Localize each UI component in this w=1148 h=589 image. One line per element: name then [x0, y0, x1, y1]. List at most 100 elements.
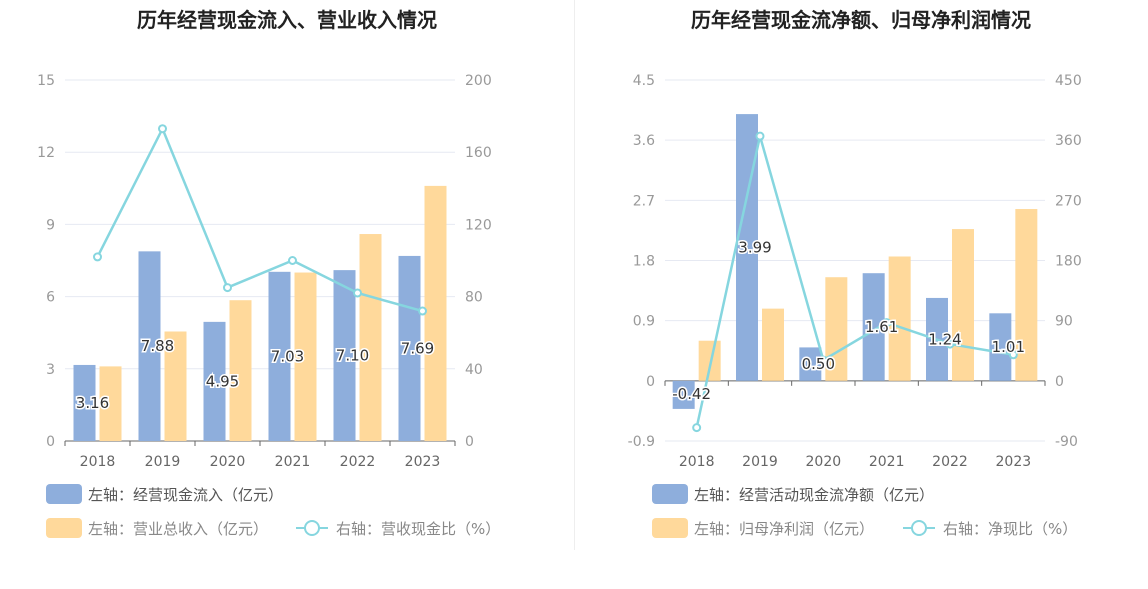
ratio-point — [882, 318, 892, 328]
right-axis-tick-label: 160 — [465, 145, 492, 161]
legend-label: 右轴：净现比（%） — [943, 520, 1077, 538]
right-axis-tick-label: 40 — [465, 362, 483, 378]
ratio-point — [945, 339, 955, 349]
x-axis-tick-label: 2021 — [869, 454, 905, 470]
x-axis-tick-label: 2021 — [275, 454, 311, 470]
left-axis-tick-label: 0 — [46, 434, 55, 450]
x-axis-tick-label: 2019 — [742, 454, 778, 470]
bar-primary — [268, 271, 291, 441]
ratio-point — [353, 288, 362, 298]
legend-label: 左轴：营业总收入（亿元） — [88, 520, 268, 538]
bar-primary — [736, 114, 758, 381]
chart-cash-inflow-revenue: 0 0 3 40 6 80 9 120 12 160 15 200 2018 2019 2020 2021 20… — [37, 73, 500, 538]
bar-secondary — [359, 234, 382, 441]
chart-net-cash-net-profit: -0.9 -90 0 0 0.9 90 1.8 180 2.7 270 3.6 360 4.5 450 20… — [628, 73, 1082, 538]
legend-line-marker — [304, 520, 320, 536]
bar-secondary — [888, 256, 911, 381]
bar-primary — [73, 364, 96, 441]
bar-data-label: 1.01 — [992, 338, 1025, 356]
ratio-point — [818, 355, 828, 365]
bar-secondary — [164, 331, 187, 441]
left-axis-tick-label: 3 — [46, 362, 55, 378]
ratio-point — [288, 256, 297, 265]
left-axis-tick-label: 12 — [37, 145, 55, 161]
left-axis-tick-label: 9 — [46, 217, 55, 233]
legend-label: 右轴：营收现金比（%） — [336, 520, 500, 538]
bar-data-label: -0.42 — [672, 385, 711, 403]
bar-secondary — [1015, 209, 1038, 381]
right-axis-tick-label: 200 — [465, 73, 492, 89]
legend-label: 左轴：归母净利润（亿元） — [694, 520, 874, 538]
ratio-point — [158, 124, 167, 134]
legend-swatch — [652, 484, 688, 504]
right-axis-tick-label: 0 — [1055, 374, 1064, 390]
ratio-point — [755, 131, 765, 141]
x-axis-tick-label: 2018 — [679, 454, 715, 470]
bar-primary — [862, 273, 885, 381]
x-axis-tick-label: 2023 — [996, 454, 1032, 470]
bar-data-label: 0.50 — [802, 355, 835, 373]
chart-title: 历年经营现金流净额、归母净利润情况 — [691, 8, 1031, 32]
bar-primary — [138, 251, 161, 441]
left-axis-tick-label: 0.9 — [633, 314, 655, 330]
bar-secondary — [698, 340, 721, 381]
right-axis-tick-label: 360 — [1055, 133, 1082, 149]
left-axis-tick-label: 1.8 — [633, 254, 655, 270]
bar-data-label: 3.16 — [76, 394, 109, 412]
bar-secondary — [294, 272, 317, 441]
legend-swatch — [46, 484, 82, 504]
bar-data-label: 7.03 — [271, 347, 304, 365]
bar-data-label: 1.24 — [928, 330, 961, 348]
bar-data-label: 3.99 — [738, 238, 771, 256]
bar-primary — [672, 380, 695, 409]
legend-swatch — [652, 518, 688, 538]
x-axis-tick-label: 2019 — [145, 454, 181, 470]
x-axis-tick-label: 2020 — [210, 454, 246, 470]
bar-primary — [333, 270, 356, 441]
bar-data-label: 7.69 — [401, 339, 434, 357]
right-axis-tick-label: 80 — [465, 290, 483, 306]
bar-primary — [989, 313, 1012, 381]
bar-primary — [398, 255, 421, 441]
ratio-point — [692, 423, 702, 433]
ratio-line — [96, 125, 423, 313]
chart-title: 历年经营现金流入、营业收入情况 — [137, 8, 437, 32]
ratio-point — [93, 252, 102, 262]
left-axis-tick-label: 2.7 — [633, 193, 655, 209]
x-axis-tick-label: 2020 — [806, 454, 842, 470]
left-axis-tick-label: 6 — [46, 290, 55, 306]
bar-secondary — [952, 229, 974, 381]
right-axis-tick-label: 90 — [1055, 314, 1073, 330]
bar-secondary — [424, 185, 447, 441]
bar-data-label: 7.88 — [141, 337, 174, 355]
ratio-point — [1008, 350, 1018, 360]
legend-label: 左轴：经营现金流入（亿元） — [88, 486, 283, 504]
legend-line-marker — [911, 520, 927, 536]
ratio-point — [418, 306, 427, 316]
left-axis-tick-label: 0 — [646, 374, 655, 390]
right-axis-tick-label: 270 — [1055, 193, 1082, 209]
bar-data-label: 7.10 — [336, 347, 369, 365]
left-axis-tick-label: 4.5 — [633, 73, 655, 89]
bar-data-label: 1.61 — [865, 318, 898, 336]
chart-panel-cash-inflow: 历年经营现金流入、营业收入情况 0 0 3 40 6 80 9 120 12 160 15 200 20… — [37, 8, 500, 538]
right-axis-tick-label: -90 — [1055, 434, 1078, 450]
right-axis-tick-label: 120 — [465, 217, 492, 233]
bar-primary — [203, 321, 226, 441]
left-axis-tick-label: 15 — [37, 73, 55, 89]
right-axis-tick-label: 0 — [465, 434, 474, 450]
left-axis-tick-label: -0.9 — [628, 434, 655, 450]
bar-primary — [799, 347, 822, 381]
right-axis-tick-label: 180 — [1055, 254, 1082, 270]
ratio-point — [223, 283, 232, 293]
chart-panel-net-cash: 历年经营现金流净额、归母净利润情况 -0.9 -90 0 0 0.9 90 1.8 180 2.… — [574, 0, 1148, 589]
ratio-line — [695, 135, 1014, 428]
bar-secondary — [99, 366, 122, 441]
x-axis-tick-label: 2023 — [405, 454, 441, 470]
x-axis-tick-label: 2022 — [340, 454, 376, 470]
bar-data-label: 4.95 — [206, 372, 239, 390]
legend-swatch — [46, 518, 82, 538]
right-axis-tick-label: 450 — [1055, 73, 1082, 89]
bar-secondary — [762, 308, 784, 381]
left-axis-tick-label: 3.6 — [633, 133, 655, 149]
